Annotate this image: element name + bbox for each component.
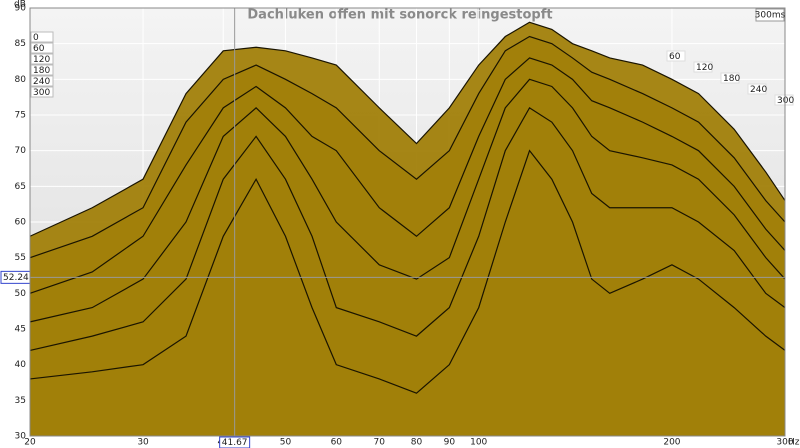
slice-line: [29, 78, 786, 323]
time-label-box: [666, 50, 686, 62]
y-tick-label: 85: [15, 39, 26, 49]
plot-frame: [29, 7, 786, 437]
time-label-box: [693, 61, 713, 73]
time-label: 240: [750, 85, 767, 95]
x-tick-label: 60: [331, 438, 343, 448]
legend-label: 0: [33, 33, 39, 43]
y-tick-label: 40: [15, 360, 27, 370]
legend-label: 60: [33, 44, 45, 54]
legend-box: [30, 86, 54, 98]
legend-box: [30, 64, 54, 76]
x-tick-label: 80: [411, 438, 423, 448]
legend-label: 120: [33, 55, 50, 65]
time-label-box: [747, 83, 767, 95]
legend-box: [30, 75, 54, 87]
y-tick-label: 70: [15, 146, 27, 156]
slice-line: [29, 107, 786, 351]
time-range-box: [755, 8, 785, 22]
y-tick-label: 50: [15, 289, 27, 299]
y-tick-label: 60: [15, 218, 27, 228]
y-tick-label: 55: [15, 253, 26, 263]
y-tick-label: 35: [15, 396, 26, 406]
cursor-box: [219, 436, 251, 448]
slice-fill: [30, 150, 785, 436]
time-range-label: 300ms: [755, 11, 786, 21]
x-tick-label: 200: [663, 438, 680, 448]
slices: [29, 21, 786, 437]
x-tick-label: 20: [24, 438, 36, 448]
time-label: 180: [723, 74, 740, 84]
x-tick-label: 90: [444, 438, 456, 448]
time-label: 300: [777, 96, 794, 106]
y-tick-label: 75: [15, 111, 26, 121]
legend-box: [30, 31, 54, 43]
slice-line: [29, 21, 786, 237]
time-label: 60: [669, 52, 681, 62]
time-label-box: [774, 94, 794, 106]
legend-box: [30, 42, 54, 54]
x-tick-label: 300: [776, 438, 793, 448]
slice-line: [29, 35, 786, 259]
time-label: 120: [696, 63, 713, 73]
legend-label: 300: [33, 88, 50, 98]
slice-line: [29, 57, 786, 294]
y-tick-label: 30: [15, 432, 27, 442]
slice-line: [29, 149, 786, 394]
y-tick-label: 90: [15, 4, 27, 14]
cursor-y-label: 52.24: [3, 273, 29, 283]
cursor-x-label: 41.67: [222, 438, 248, 448]
x-tick-label: 70: [374, 438, 386, 448]
x-tick-label: 50: [280, 438, 292, 448]
legend-label: 180: [33, 66, 50, 76]
y-axis-label: dB: [14, 0, 26, 10]
x-tick-label: 100: [470, 438, 487, 448]
legend-label: 240: [33, 77, 50, 87]
time-label-box: [720, 72, 740, 84]
chart-title: Dachluken offen mit sonorck reingestopft: [247, 8, 552, 23]
x-tick-label: 30: [137, 438, 149, 448]
y-tick-label: 65: [15, 182, 26, 192]
x-axis-label: Hz: [788, 438, 800, 448]
legend-box: [30, 53, 54, 65]
y-tick-label: 45: [15, 325, 26, 335]
y-tick-label: 80: [15, 75, 27, 85]
